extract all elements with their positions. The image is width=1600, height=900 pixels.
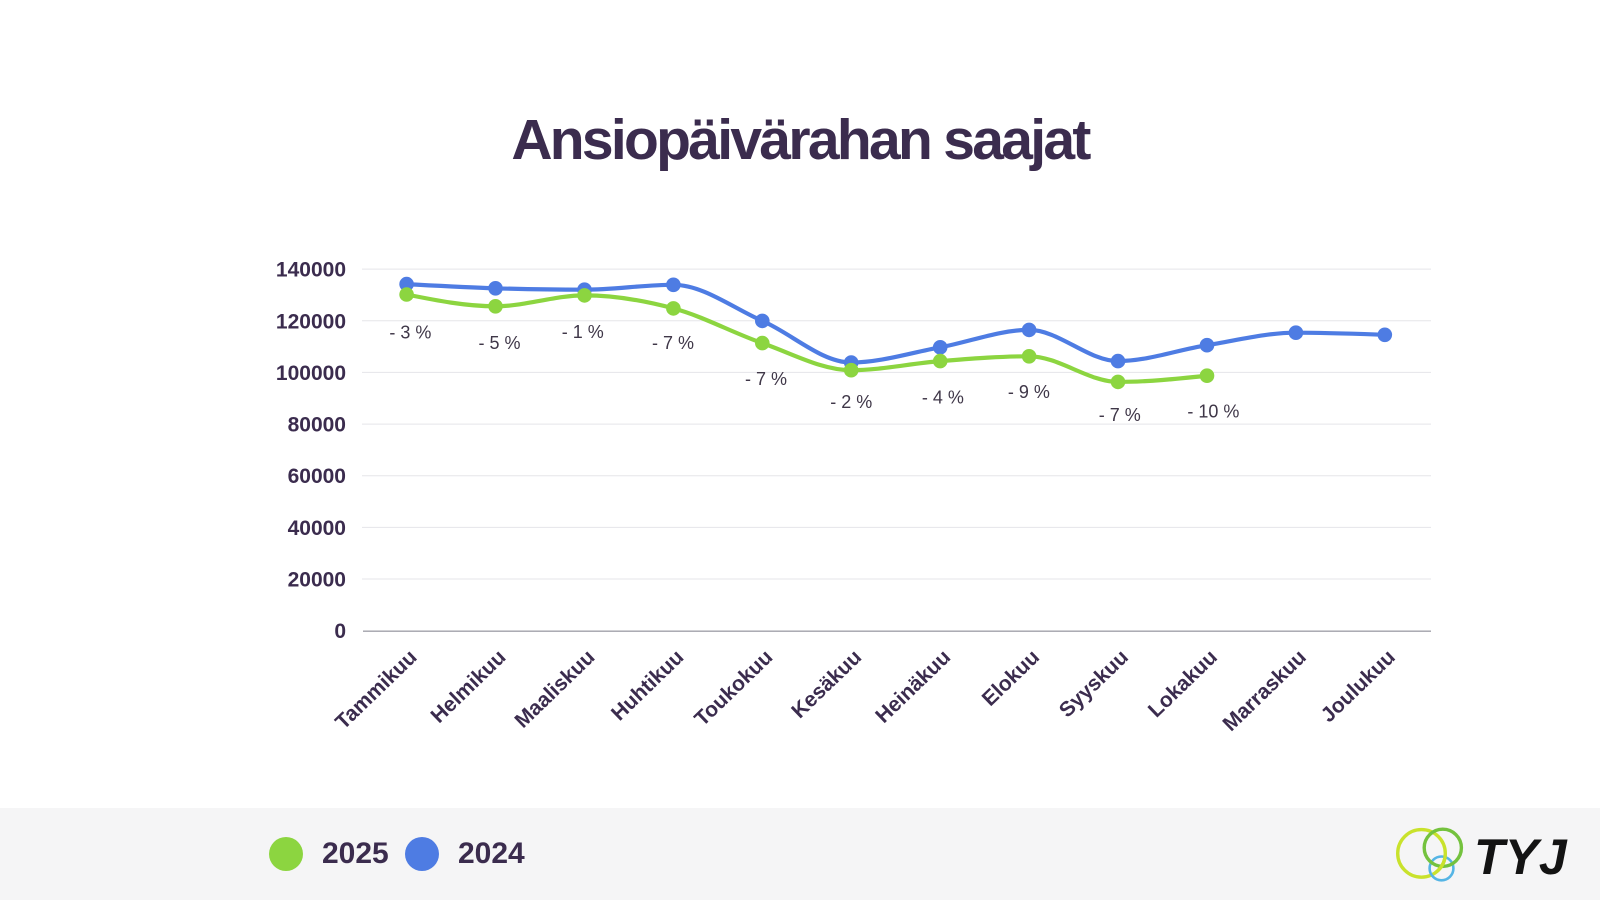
svg-text:- 3 %: - 3 % (389, 323, 431, 343)
svg-text:Toukokuu: Toukokuu (690, 646, 777, 731)
svg-text:Lokakuu: Lokakuu (1144, 646, 1222, 723)
svg-text:Maaliskuu: Maaliskuu (510, 646, 599, 733)
svg-text:80000: 80000 (288, 414, 346, 437)
svg-text:- 9 %: - 9 % (1008, 382, 1050, 402)
svg-text:- 7 %: - 7 % (745, 369, 787, 389)
svg-text:Tammikuu: Tammikuu (331, 646, 421, 734)
svg-text:Joulukuu: Joulukuu (1317, 646, 1400, 727)
svg-text:- 10 %: - 10 % (1187, 402, 1239, 422)
svg-text:- 2 %: - 2 % (830, 392, 872, 412)
svg-text:- 7 %: - 7 % (652, 333, 694, 353)
svg-text:- 4 %: - 4 % (922, 388, 964, 408)
svg-text:20000: 20000 (288, 569, 346, 592)
svg-text:Marraskuu: Marraskuu (1218, 646, 1310, 736)
svg-text:60000: 60000 (288, 465, 346, 488)
svg-text:140000: 140000 (276, 259, 346, 282)
svg-text:Syyskuu: Syyskuu (1055, 646, 1133, 723)
svg-text:40000: 40000 (288, 517, 346, 540)
svg-text:TYJ: TYJ (1474, 829, 1568, 885)
svg-text:- 5 %: - 5 % (478, 333, 520, 353)
svg-text:Heinäkuu: Heinäkuu (871, 646, 955, 728)
svg-text:0: 0 (334, 620, 346, 643)
svg-text:- 1 %: - 1 % (562, 322, 604, 342)
svg-text:Elokuu: Elokuu (978, 646, 1044, 711)
svg-text:100000: 100000 (276, 362, 346, 385)
svg-text:Helmikuu: Helmikuu (426, 646, 510, 728)
svg-text:- 7 %: - 7 % (1099, 405, 1141, 425)
svg-text:Kesäkuu: Kesäkuu (787, 646, 866, 723)
svg-text:120000: 120000 (276, 310, 346, 333)
svg-text:Huhtikuu: Huhtikuu (607, 646, 688, 726)
